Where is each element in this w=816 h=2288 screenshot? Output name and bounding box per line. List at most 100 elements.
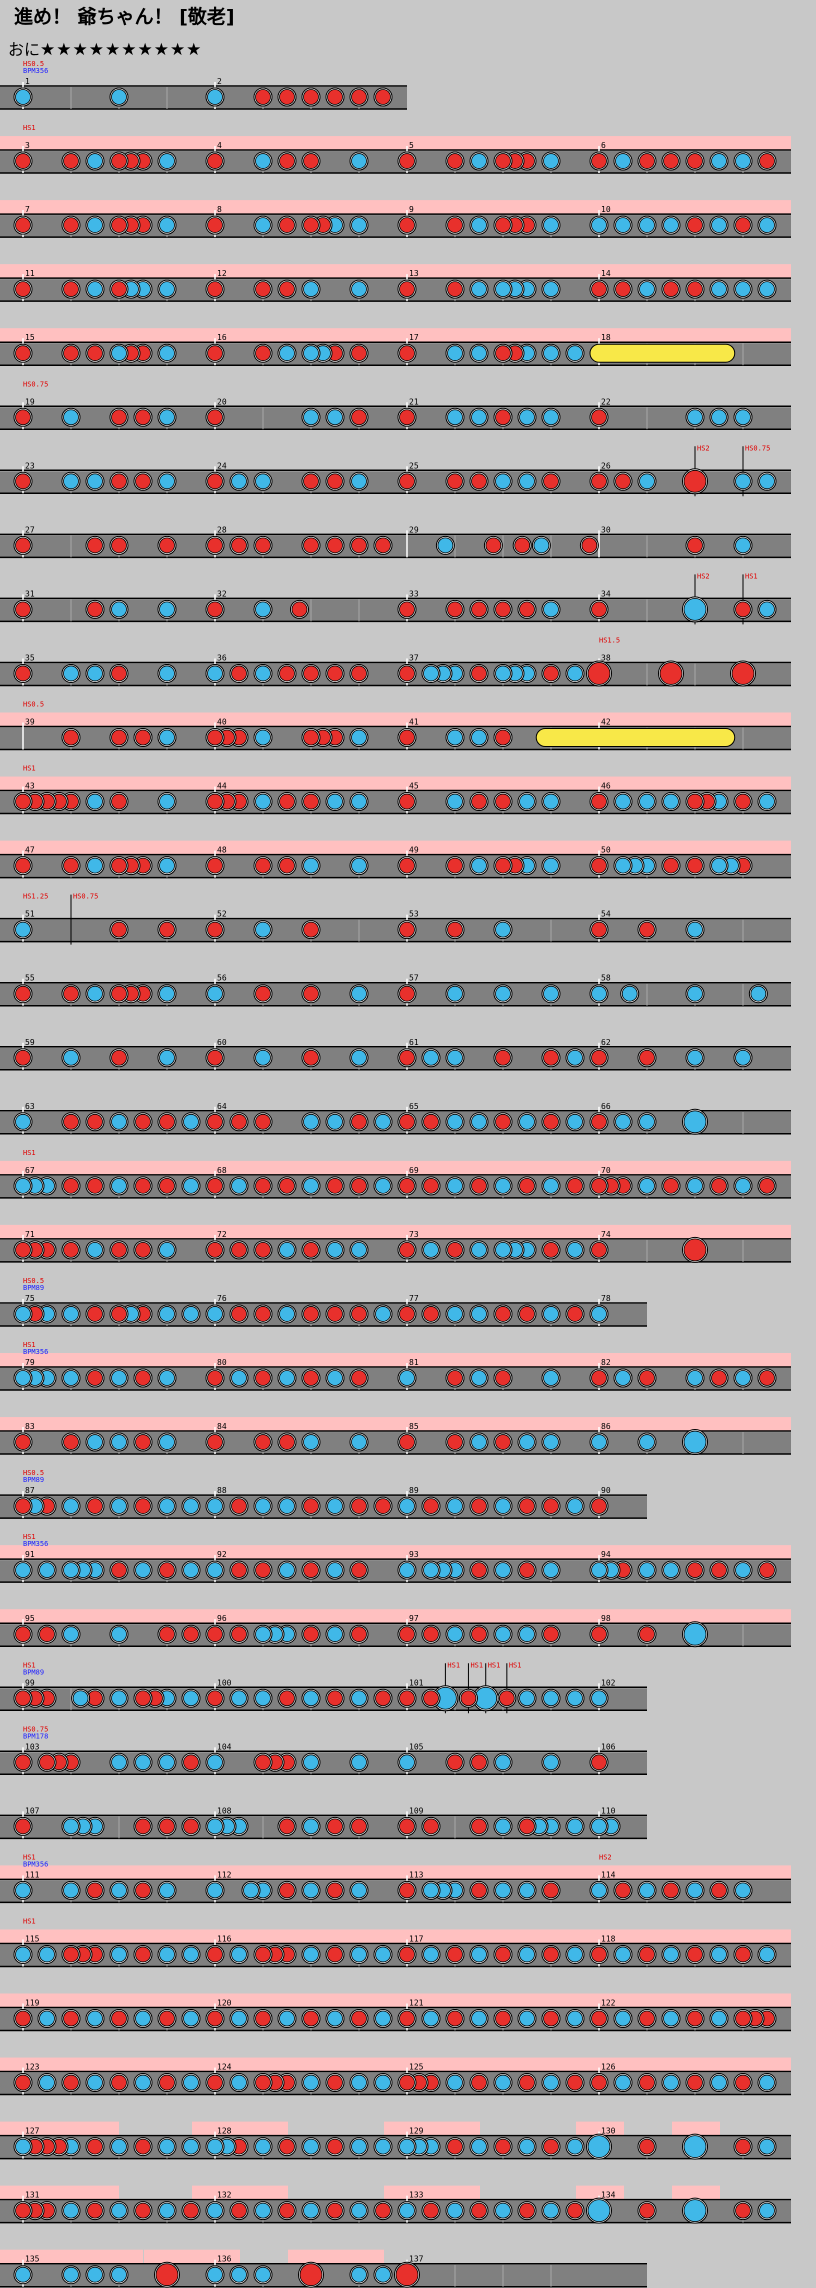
don-note-face	[111, 153, 127, 169]
ka-note-face	[495, 665, 511, 682]
ka-note-face	[159, 2138, 175, 2155]
don-note-face	[495, 1049, 511, 1066]
measure-number: 32	[217, 589, 227, 598]
ka-note-face	[87, 665, 103, 682]
gogo-band	[0, 2185, 119, 2200]
don-note-face	[303, 1049, 319, 1066]
don-note-face	[111, 2074, 127, 2091]
don-note-face	[183, 2202, 199, 2219]
don-note-face	[687, 1946, 703, 1963]
don-note-face	[255, 281, 271, 298]
ka-note-face	[303, 1818, 319, 1835]
ka-note-face	[255, 921, 271, 938]
chart-row: 131 132 133 134	[0, 2185, 791, 2224]
measure-number: 45	[409, 782, 419, 791]
don-note-face	[447, 857, 463, 874]
don-note-face	[279, 1690, 295, 1707]
ka-note-face	[447, 1498, 463, 1514]
don-note-face	[663, 153, 679, 169]
ka-note-face	[543, 857, 559, 874]
chart-row: 47 48 49 50	[0, 840, 791, 879]
don-note-face	[471, 1882, 487, 1899]
measure-number: 23	[25, 461, 35, 470]
don-note-face	[303, 1626, 319, 1643]
chart-row: 39 40 41 42 HS0.5	[0, 701, 791, 751]
ka-note-face	[303, 1946, 319, 1963]
don-note-face	[303, 1498, 319, 1514]
measure-number: 14	[601, 269, 611, 278]
don-note-face	[663, 1177, 679, 1194]
ka-note-face	[495, 985, 511, 1002]
gogo-band	[0, 712, 791, 727]
don-note-face	[519, 1498, 535, 1514]
ka-note-face	[735, 1370, 751, 1386]
measure-number: 85	[409, 1422, 419, 1431]
measure-number: 36	[217, 653, 227, 662]
ka-note-face	[111, 2138, 127, 2155]
don-note-face	[87, 1498, 103, 1514]
ka-note-face	[231, 1370, 247, 1386]
ka-note-face	[207, 89, 223, 105]
don-note-face	[495, 1946, 511, 1963]
don-note-face	[498, 1690, 515, 1707]
don-note-face	[351, 1113, 367, 1130]
measure-number: 34	[601, 589, 611, 598]
don-note-face	[207, 1626, 223, 1643]
gogo-band	[0, 1545, 791, 1560]
don-note-face	[87, 1370, 103, 1386]
don-note-face	[495, 601, 511, 618]
event-label: HS1	[470, 1661, 483, 1669]
ka-note-face	[471, 1434, 487, 1450]
ka-note-face	[759, 217, 775, 234]
ka-note-face	[375, 1113, 391, 1130]
don-note-face	[135, 2138, 151, 2155]
don-note-face	[207, 793, 223, 810]
don-note-face	[591, 1498, 607, 1514]
chart-row: 67 68 69 70 HS1	[0, 1149, 791, 1199]
don-note-face	[639, 2138, 655, 2155]
ka-note-face	[447, 2202, 463, 2219]
ka-note-face	[351, 1882, 367, 1899]
ka-note-face	[87, 2010, 103, 2027]
measure-number: 114	[601, 1870, 616, 1879]
don-note-face	[255, 1562, 271, 1579]
don-note-face	[735, 217, 751, 234]
ka-note-face	[303, 857, 319, 874]
don-note-face	[279, 89, 295, 105]
ka-note-face	[615, 793, 631, 810]
measure-number: 55	[25, 974, 35, 983]
don-note-face	[519, 1177, 535, 1194]
measure-number: 28	[217, 525, 227, 534]
don-note-face	[111, 857, 127, 874]
ka-note-face	[447, 1306, 463, 1322]
don-note-face	[543, 1242, 559, 1258]
don-note-face	[423, 1818, 439, 1835]
ka-note-face	[639, 1434, 655, 1450]
don-note-face	[15, 2010, 31, 2027]
don-note-face	[303, 1242, 319, 1258]
measure-number: 137	[409, 2255, 424, 2264]
don-note-face	[111, 1049, 127, 1066]
ka-note-face	[15, 89, 31, 105]
ka-note-face	[159, 217, 175, 234]
ka-note-face	[255, 793, 271, 810]
don-note-face	[375, 89, 391, 105]
don-note-face	[639, 1946, 655, 1963]
ka-note-face	[447, 985, 463, 1002]
ka-note-face	[567, 2010, 583, 2027]
ka-note-face	[687, 921, 703, 938]
ka-note-face	[15, 1946, 31, 1963]
measure-number: 110	[601, 1806, 616, 1815]
measure-number: 19	[25, 397, 35, 406]
measure-number: 69	[409, 1166, 419, 1175]
ka-note-face	[183, 1946, 199, 1963]
difficulty-line: おに★★★★★★★★★★	[8, 36, 202, 60]
ka-note-face	[447, 409, 463, 426]
don-note-face	[255, 1242, 271, 1258]
don-note-face	[15, 537, 31, 554]
don-note-face	[399, 1946, 415, 1963]
ka-note-face	[663, 2010, 679, 2027]
gogo-band	[0, 840, 791, 855]
measure-number: 118	[601, 1934, 616, 1943]
ka-note-face	[111, 1498, 127, 1514]
